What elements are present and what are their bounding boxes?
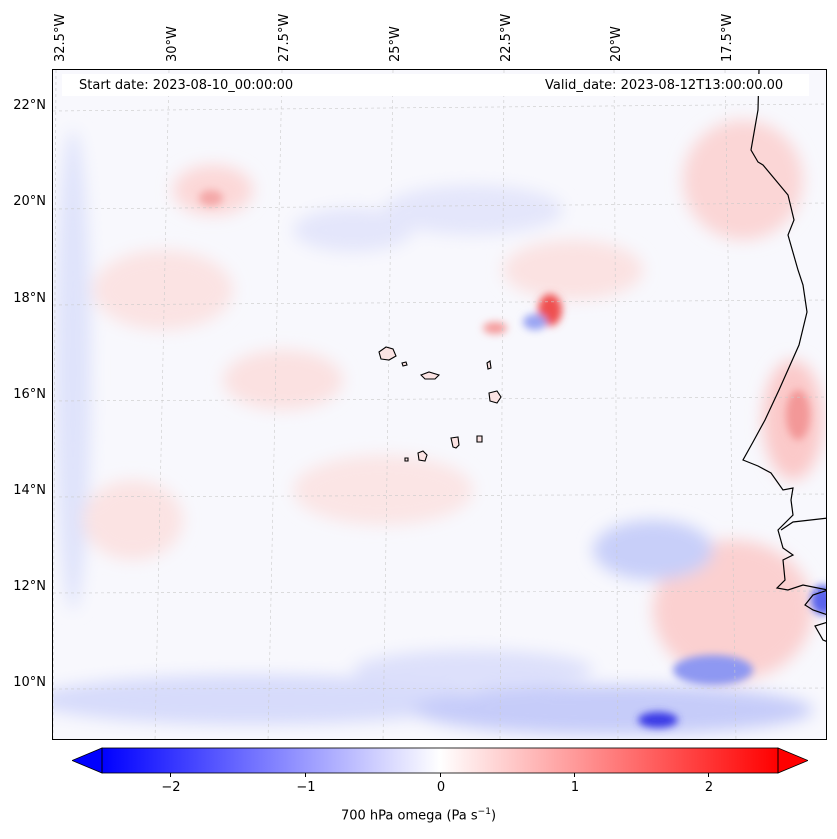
colorbar-tick-label: 2 <box>704 780 714 795</box>
start-date-text: Start date: 2023-08-10_00:00:00 <box>79 78 294 93</box>
island-boa-vista <box>488 390 502 404</box>
island-santiago <box>450 436 460 449</box>
colorbar-label-end: ) <box>490 808 497 824</box>
lon-label-32-5w: 32.5°W <box>53 13 68 62</box>
island-maio <box>476 435 483 443</box>
lon-label-25w: 25°W <box>388 26 403 62</box>
header-strip <box>62 74 809 96</box>
colorbar-min-extend <box>72 747 103 774</box>
colorbar-label: 700 hPa omega (Pa s−1) <box>0 807 837 823</box>
lon-label-17-5w: 17.5°W <box>720 13 735 62</box>
lat-label-14n: 14°N <box>13 483 46 498</box>
island-sal <box>486 360 492 370</box>
colorbar-tickmark <box>170 773 171 777</box>
omega-field-map <box>53 70 826 739</box>
lat-label-10n: 10°N <box>13 675 46 690</box>
colorbar-max-extend <box>777 747 808 774</box>
colorbar-tick-label: −1 <box>296 780 316 795</box>
island-santo-antao <box>378 346 397 361</box>
colorbar-tickmark <box>440 773 441 777</box>
colorbar-label-exponent: −1 <box>477 807 491 817</box>
island-sao-vicente <box>401 361 408 367</box>
colorbar-label-main: 700 hPa omega (Pa s <box>340 808 478 824</box>
colorbar-gradient <box>102 748 778 773</box>
lon-label-27-5w: 27.5°W <box>277 13 292 62</box>
island-fogo <box>417 450 428 462</box>
colorbar-tickmark <box>574 773 575 777</box>
colorbar <box>72 747 808 774</box>
lon-label-20w: 20°W <box>609 26 624 62</box>
lat-label-16n: 16°N <box>13 387 46 402</box>
colorbar-tick-label: −2 <box>161 780 181 795</box>
lat-label-12n: 12°N <box>13 579 46 594</box>
island-sao-nicolau <box>420 371 441 380</box>
cape-verde-islands <box>378 346 502 462</box>
lon-label-30w: 30°W <box>165 26 180 62</box>
colorbar-tickmark <box>305 773 306 777</box>
island-brava <box>404 457 409 462</box>
graticule <box>53 70 826 739</box>
colorbar-tick-label: 0 <box>436 780 446 795</box>
map-panel <box>52 69 827 740</box>
lat-label-22n: 22°N <box>13 98 46 113</box>
lon-label-22-5w: 22.5°W <box>499 13 514 62</box>
west-africa-coastline <box>742 70 826 642</box>
lat-label-18n: 18°N <box>13 291 46 306</box>
omega-field-cores <box>199 190 826 728</box>
lat-label-20n: 20°N <box>13 194 46 209</box>
colorbar-tick-label: 1 <box>570 780 580 795</box>
colorbar-tickmark <box>708 773 709 777</box>
valid-date-text: Valid_date: 2023-08-12T13:00:00.00 <box>545 78 784 93</box>
omega-field-blobs <box>53 120 823 735</box>
